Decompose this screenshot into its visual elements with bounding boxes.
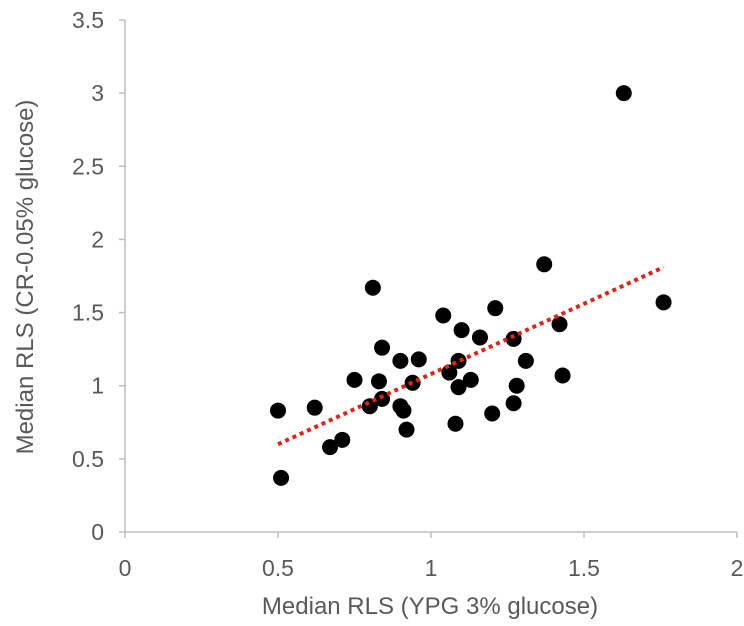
data-point xyxy=(462,371,479,388)
data-point xyxy=(306,399,323,416)
data-point xyxy=(273,469,290,486)
x-tick-label: 2 xyxy=(731,555,744,581)
x-tick-label: 0.5 xyxy=(262,555,294,581)
trendline xyxy=(277,265,665,447)
data-point xyxy=(334,431,351,448)
data-point xyxy=(398,421,415,438)
data-point xyxy=(554,367,571,384)
data-point xyxy=(508,377,525,394)
y-tick-label: 2 xyxy=(91,226,104,252)
x-tick-label: 1.5 xyxy=(568,555,600,581)
y-tick-label: 2.5 xyxy=(72,153,104,179)
data-point xyxy=(536,256,553,273)
data-point xyxy=(517,352,534,369)
data-point xyxy=(322,439,339,456)
data-point xyxy=(453,322,470,339)
data-point xyxy=(370,373,387,390)
y-tick-label: 0.5 xyxy=(72,446,104,472)
data-point xyxy=(487,300,504,317)
data-point xyxy=(270,402,286,419)
x-tick-label: 0 xyxy=(119,555,132,581)
data-point xyxy=(551,316,568,333)
data-point xyxy=(392,352,409,369)
data-point xyxy=(395,402,412,419)
y-tick-labels: 0 0.5 1 1.5 2 2.5 3 3.5 xyxy=(72,7,104,545)
data-point xyxy=(450,379,467,396)
data-point xyxy=(655,294,672,311)
y-tick-label: 3.5 xyxy=(72,7,104,33)
x-axis-title: Median RLS (YPG 3% glucose) xyxy=(262,593,598,620)
axes xyxy=(119,19,738,538)
data-point xyxy=(410,351,427,368)
y-tick-label: 0 xyxy=(91,519,104,545)
data-point xyxy=(374,339,391,356)
data-point xyxy=(346,371,363,388)
data-point xyxy=(374,390,391,407)
y-axis-title: Median RLS (CR-0.05% glucose) xyxy=(12,100,39,455)
y-tick-label: 1 xyxy=(91,373,104,399)
data-point xyxy=(505,395,522,412)
data-points xyxy=(270,85,672,486)
x-tick-labels: 0 0.5 1 1.5 2 xyxy=(119,555,744,581)
trendline-group xyxy=(277,265,665,447)
data-point xyxy=(615,85,632,102)
data-point xyxy=(484,405,501,422)
data-point xyxy=(471,329,488,346)
y-tick-label: 1.5 xyxy=(72,300,104,326)
data-point xyxy=(447,415,464,432)
y-tick-label: 3 xyxy=(91,80,104,106)
data-point xyxy=(435,307,452,324)
x-tick-label: 1 xyxy=(425,555,438,581)
data-point xyxy=(364,279,381,296)
data-point xyxy=(441,364,458,381)
data-point xyxy=(505,330,522,347)
